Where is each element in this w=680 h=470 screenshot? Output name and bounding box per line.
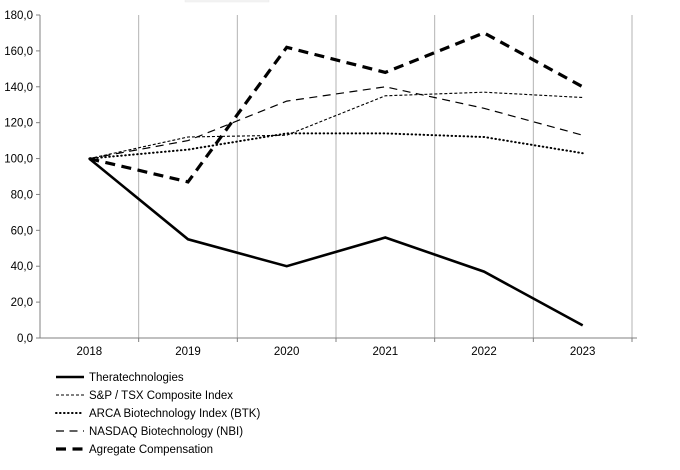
- legend-label-theratechnologies: Theratechnologies: [89, 372, 184, 384]
- y-axis-label: 80,0: [11, 189, 33, 201]
- x-axis-label: 2022: [471, 346, 497, 358]
- legend-item-nasdaq-biotechnology-nbi: NASDAQ Biotechnology (NBI): [56, 426, 243, 438]
- y-axis-label: 160,0: [4, 46, 33, 58]
- y-axis-label: 0,0: [17, 333, 33, 345]
- legend-item-agregate-compensation: Agregate Compensation: [56, 444, 213, 456]
- y-axis-label: 120,0: [4, 118, 33, 130]
- legend-item-theratechnologies: Theratechnologies: [56, 372, 184, 384]
- y-axis-label: 60,0: [11, 225, 33, 237]
- cropped-title-box-remnant: [184, 0, 270, 3]
- legend-label-agregate-compensation: Agregate Compensation: [89, 444, 213, 456]
- series-line-s-p-tsx-composite-index: [89, 91, 583, 160]
- series-line-agregate-compensation: [88, 31, 584, 184]
- y-axis-label: 140,0: [4, 82, 33, 94]
- legend-label-nasdaq-biotechnology-nbi: NASDAQ Biotechnology (NBI): [89, 426, 243, 438]
- legend-item-s-p-tsx-composite-index: S&P / TSX Composite Index: [56, 390, 233, 402]
- y-axis-label: 180,0: [4, 10, 33, 22]
- x-axis-label: 2019: [175, 346, 201, 358]
- x-axis-label: 2023: [570, 346, 596, 358]
- y-axis-label: 20,0: [11, 297, 33, 309]
- legend-item-arca-biotechnology-index-btk: ARCA Biotechnology Index (BTK): [55, 408, 260, 420]
- series-line-nasdaq-biotechnology-nbi: [89, 86, 583, 160]
- series-line-arca-biotechnology-index-btk: [88, 132, 584, 160]
- x-axis-label: 2020: [274, 346, 300, 358]
- legend-label-arca-biotechnology-index-btk: ARCA Biotechnology Index (BTK): [89, 408, 260, 420]
- legend-label-s-p-tsx-composite-index: S&P / TSX Composite Index: [89, 390, 233, 402]
- x-axis-label: 2021: [373, 346, 399, 358]
- series-line-theratechnologies: [88, 157, 584, 327]
- x-axis-label: 2018: [77, 346, 103, 358]
- y-axis-label: 40,0: [11, 261, 33, 273]
- y-axis-label: 100,0: [4, 154, 33, 166]
